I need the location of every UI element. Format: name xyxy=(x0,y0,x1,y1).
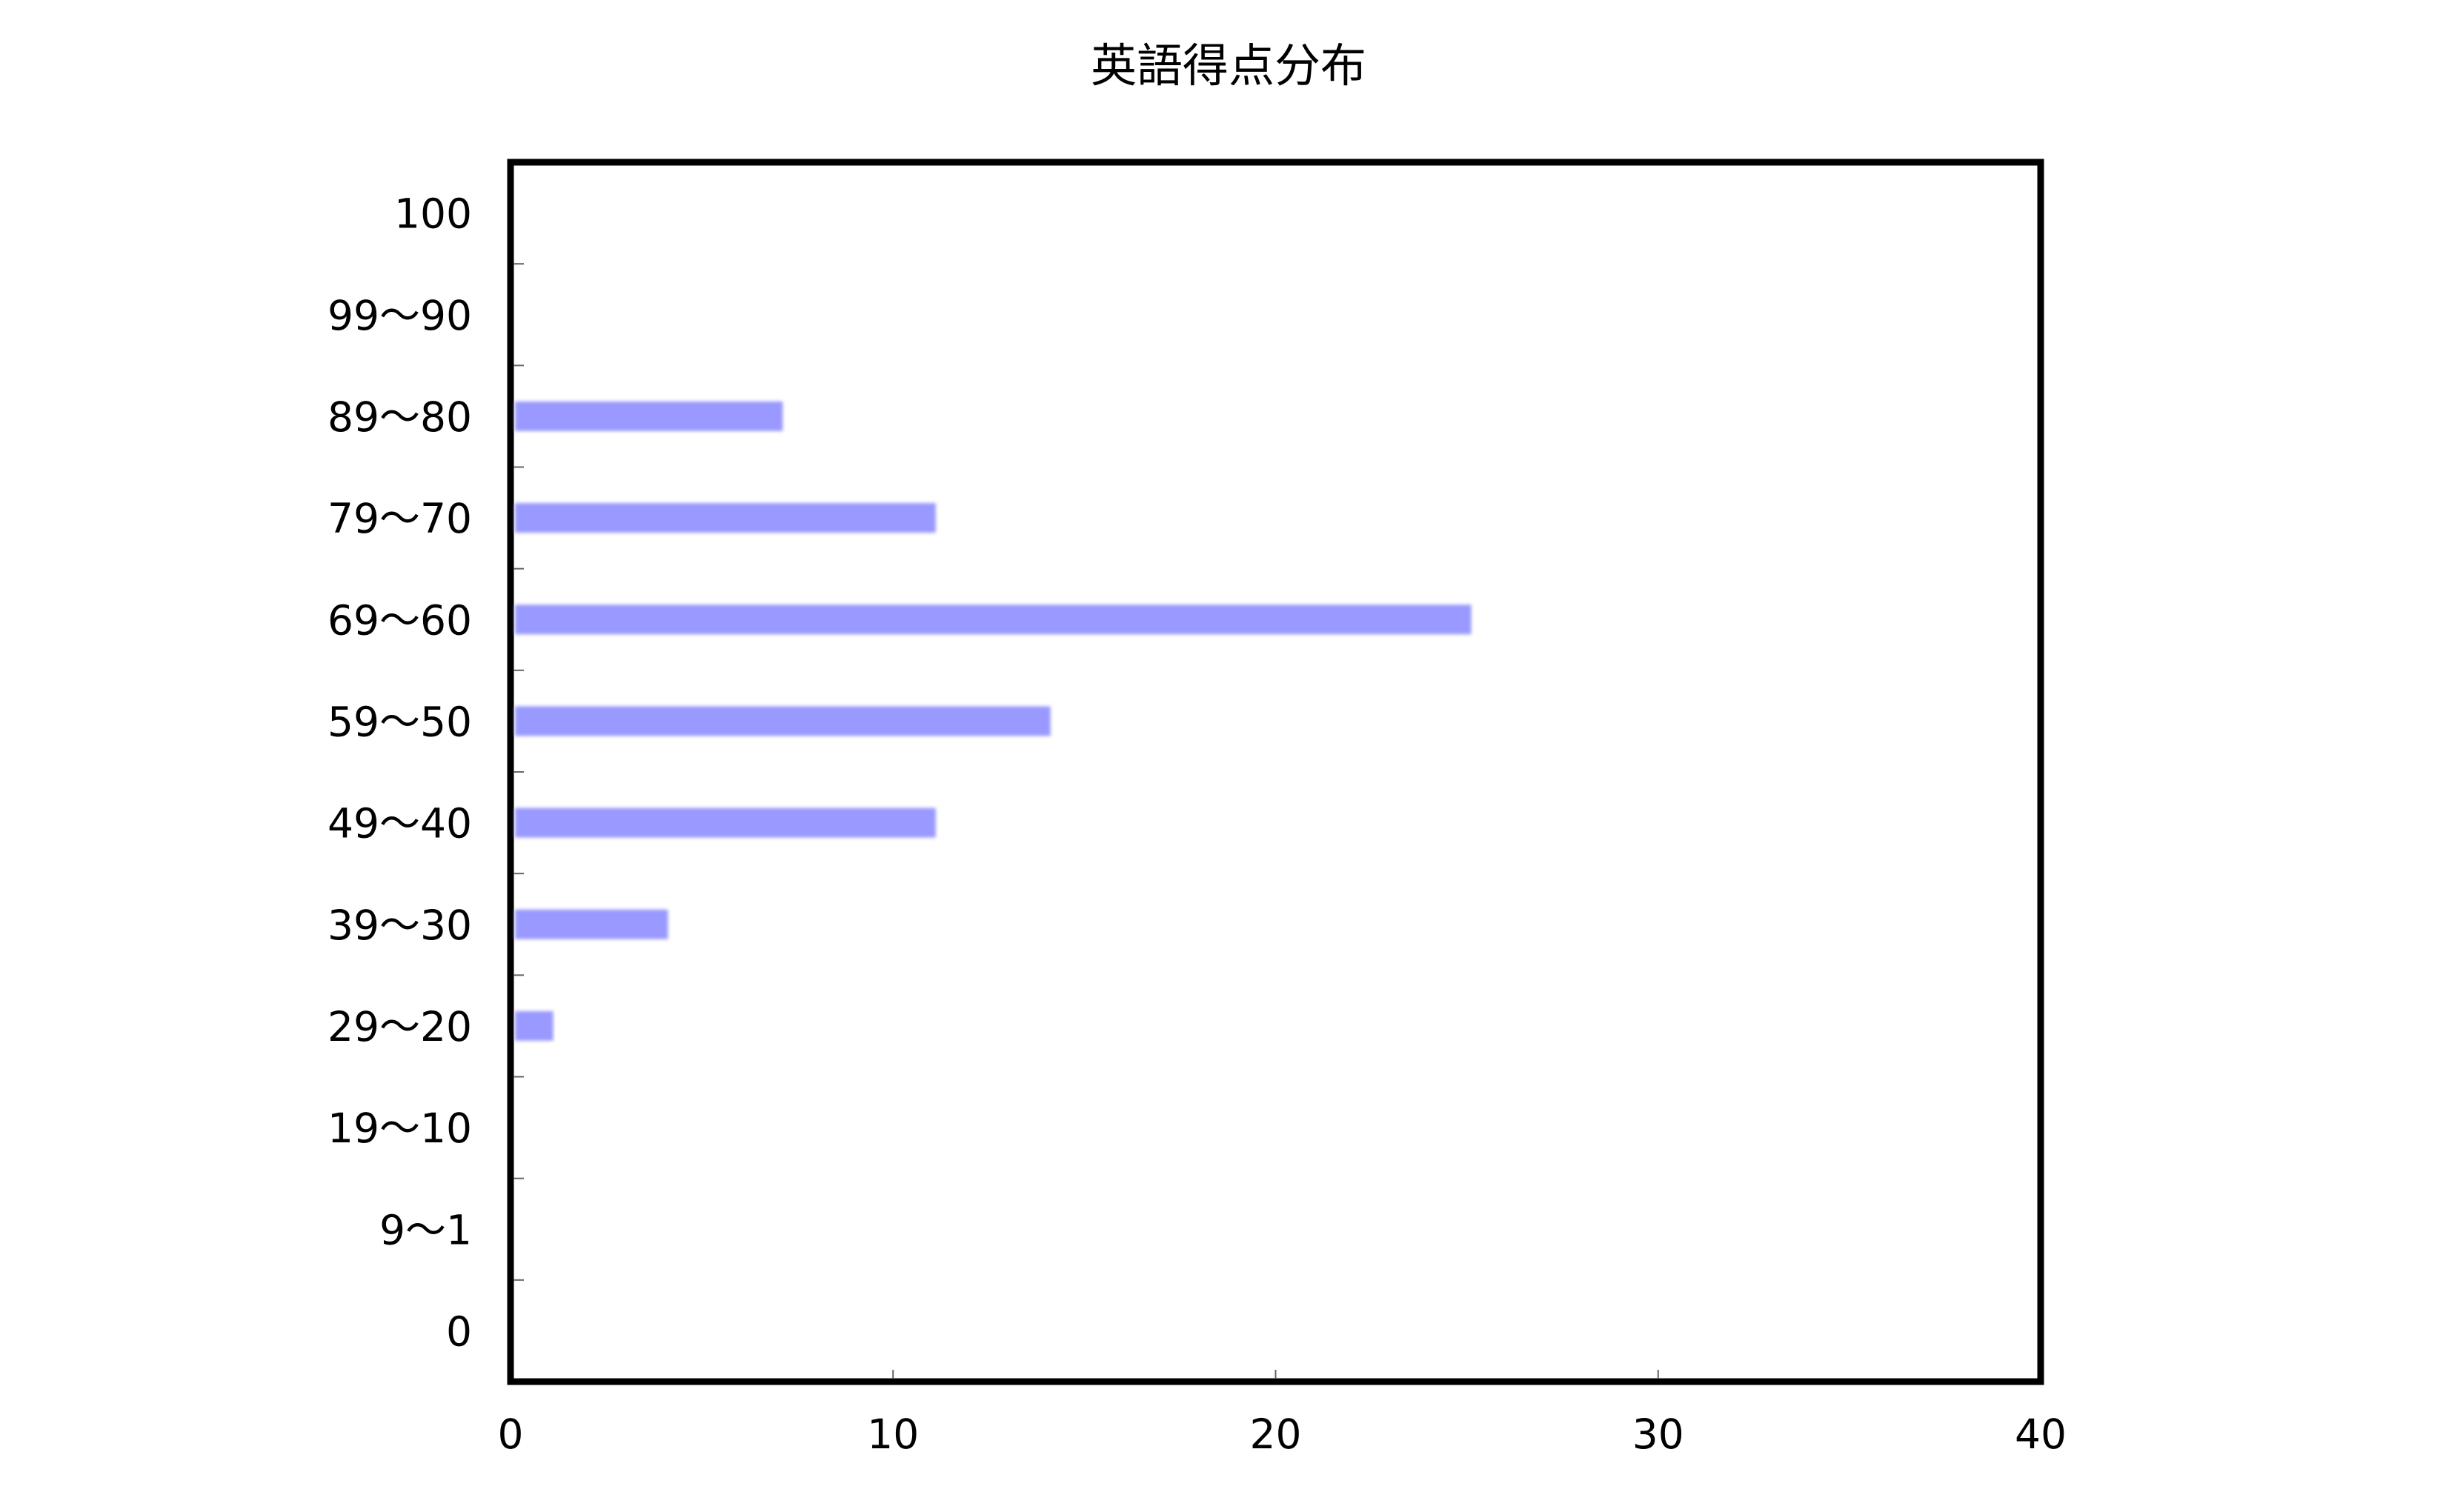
bar xyxy=(515,706,1051,736)
bar xyxy=(515,503,936,533)
y-tick-label: 59～50 xyxy=(328,698,472,745)
y-tick-label: 29～20 xyxy=(328,1003,472,1050)
bar xyxy=(515,1010,554,1041)
y-axis-tick-labels: 100 99～90 89～80 79～70 69～60 59～50 49～40 39～30 29… xyxy=(328,190,472,1356)
x-tick-label: 40 xyxy=(2015,1411,2067,1458)
x-tick-label: 30 xyxy=(1632,1411,1684,1458)
y-tick-label: 19～10 xyxy=(328,1105,472,1152)
y-tick-label: 100 xyxy=(394,190,472,238)
x-tick-label: 0 xyxy=(498,1411,524,1458)
x-tick-label: 20 xyxy=(1250,1411,1302,1458)
bar xyxy=(515,909,668,939)
bar xyxy=(515,807,936,838)
y-tick-label: 9～1 xyxy=(379,1206,472,1253)
y-tick-label: 0 xyxy=(446,1308,472,1355)
y-axis-minor-ticks xyxy=(513,263,524,1281)
y-tick-label: 89～80 xyxy=(328,393,472,441)
bar xyxy=(515,605,1472,635)
plot-frame xyxy=(507,159,2044,1385)
y-tick-label: 39～30 xyxy=(328,902,472,949)
y-tick-label: 99～90 xyxy=(328,292,472,339)
y-tick-label: 49～40 xyxy=(328,800,472,847)
chart-title: 英語得点分布 xyxy=(1091,39,1366,93)
bars xyxy=(515,401,1472,1041)
y-tick-label: 69～60 xyxy=(328,596,472,644)
x-axis-tick-labels: 0 10 20 30 40 xyxy=(498,1411,2067,1458)
x-axis-ticks xyxy=(892,1370,1659,1379)
y-tick-label: 79～70 xyxy=(328,495,472,542)
x-tick-label: 10 xyxy=(867,1411,919,1458)
bar xyxy=(515,401,783,431)
